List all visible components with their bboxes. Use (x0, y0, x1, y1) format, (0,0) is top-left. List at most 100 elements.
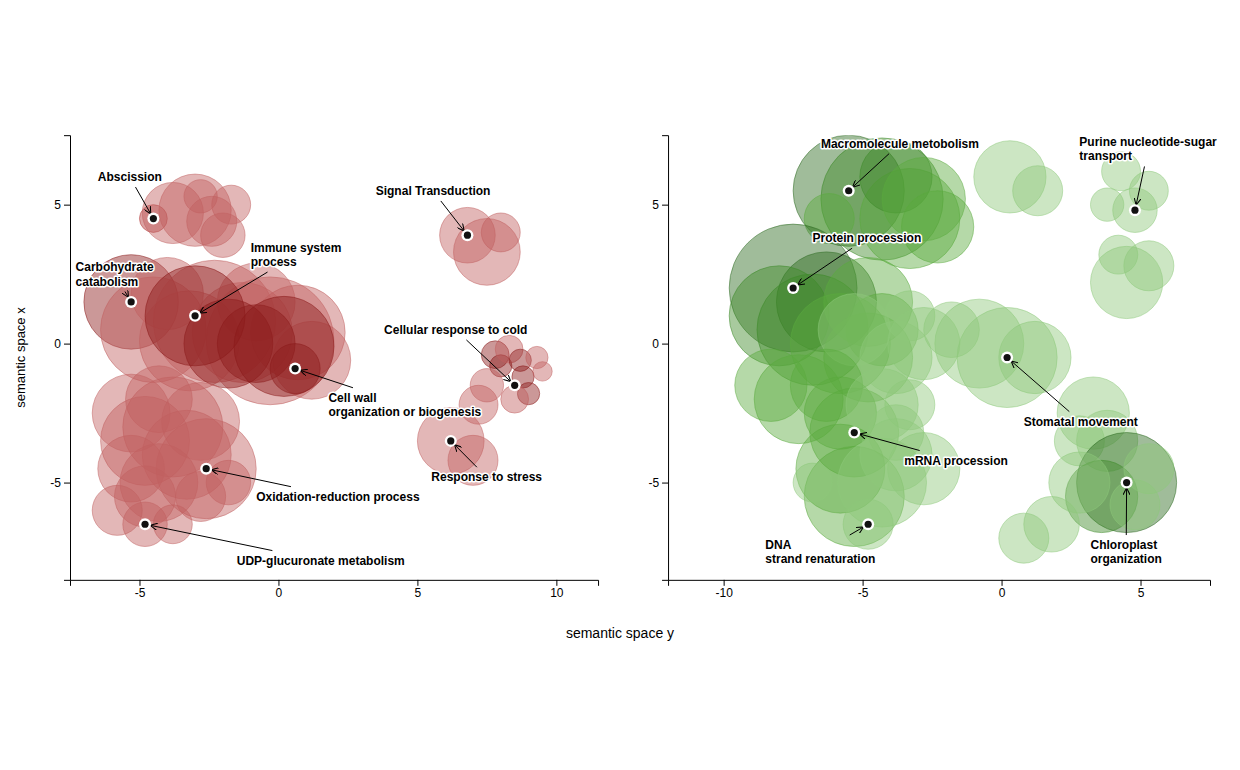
tick-mark (417, 580, 418, 586)
annotation-arrow (135, 187, 150, 213)
bubble (999, 321, 1071, 393)
point-ring (787, 282, 799, 294)
tick-mark (662, 483, 668, 484)
arrows (798, 154, 1144, 535)
point-ring (147, 213, 159, 225)
tick: 0 (652, 337, 668, 351)
axis-line (71, 580, 599, 586)
point (790, 284, 797, 291)
point-ring (445, 435, 457, 447)
points (787, 185, 1141, 531)
tick-label: 5 (54, 198, 61, 212)
point (1131, 207, 1138, 214)
point-ring (848, 427, 860, 439)
annotation-arrow (200, 272, 267, 313)
tick: -5 (648, 476, 668, 490)
tick-label: -5 (858, 586, 869, 600)
annotations: Macromolecule metobolismPurine nucleotid… (765, 135, 1217, 566)
point (141, 521, 148, 528)
tick-label: -10 (715, 586, 733, 600)
tick-mark (724, 580, 725, 586)
plot-area (729, 135, 1176, 563)
bubble (270, 344, 320, 394)
tick-label: -5 (135, 586, 146, 600)
bubble (793, 463, 832, 502)
bubble (1013, 166, 1063, 216)
panel: -10-505-505Macromolecule metobolismPurin… (648, 135, 1217, 600)
point (845, 187, 852, 194)
chart-canvas: -50510-505semantic space xAbscissionSign… (0, 0, 1240, 770)
annotations: AbscissionSignal TransductionImmune syst… (76, 170, 543, 568)
tick-mark (278, 580, 279, 586)
annotation-label: Cellular response to cold (384, 323, 527, 337)
bubble (153, 505, 192, 544)
point (128, 298, 135, 305)
annotation-label: UDP-glucuronate metabolism (237, 554, 405, 568)
axis-line (662, 136, 669, 581)
annotation-label: Immune systemprocess (251, 241, 342, 269)
tick-label: 0 (54, 337, 61, 351)
annotation-arrow (853, 154, 889, 187)
tick-label: 0 (652, 337, 659, 351)
axis-line (669, 580, 1211, 586)
annotation-arrow (1126, 489, 1127, 535)
point (464, 232, 471, 239)
bubble (533, 362, 552, 381)
tick: 5 (54, 198, 70, 212)
bubble (888, 433, 960, 505)
tick-mark (662, 344, 668, 345)
point-ring (1129, 204, 1141, 216)
labels: Macromolecule metobolismPurine nucleotid… (765, 135, 1217, 566)
tick-mark (64, 344, 70, 345)
point (191, 312, 198, 319)
point-ring (200, 463, 212, 475)
tick-label: 0 (276, 586, 283, 600)
tick: 0 (999, 580, 1006, 601)
annotation-label: Cell wallorganization or biogenesis (328, 391, 481, 419)
annotation-arrow (301, 371, 353, 388)
tick: 5 (415, 580, 422, 601)
bubble (206, 460, 250, 504)
tick-label: 0 (999, 586, 1006, 600)
tick-label: -5 (648, 476, 659, 490)
point-ring (139, 518, 151, 530)
annotation-arrow (125, 292, 128, 297)
tick-label: 5 (1138, 586, 1145, 600)
point-ring (1121, 477, 1133, 489)
tick: 0 (54, 337, 70, 351)
annotation-arrow (860, 434, 920, 450)
tick-mark (556, 580, 557, 586)
point (851, 429, 858, 436)
tick: 10 (550, 580, 564, 601)
annotation-arrow (466, 340, 510, 381)
point-ring (189, 310, 201, 322)
annotation-label: Abscission (98, 170, 162, 184)
arrows (125, 187, 510, 551)
annotation-label: Carbohydratecatabolism (76, 260, 154, 288)
annotation-label: Macromolecule metobolism (821, 137, 979, 151)
annotation-arrow (212, 470, 291, 487)
tick-mark (1002, 580, 1003, 586)
point-ring (1001, 352, 1013, 364)
point (292, 365, 299, 372)
point-ring (843, 185, 855, 197)
tick: 5 (1138, 580, 1145, 601)
tick-label: 10 (550, 586, 564, 600)
annotation-label: mRNA procession (904, 454, 1008, 468)
bubble (92, 485, 142, 535)
annotation-arrow (1136, 166, 1144, 204)
point-ring (289, 363, 301, 375)
annotation-label: Protein procession (813, 231, 922, 245)
panel: -50510-505semantic space xAbscissionSign… (13, 136, 599, 601)
tick: -5 (135, 580, 146, 601)
y-axis: -505 (648, 136, 668, 581)
annotation-arrow (850, 527, 863, 535)
point (203, 465, 210, 472)
tick-mark (64, 205, 70, 206)
tick: -5 (50, 476, 70, 490)
bubble (1090, 188, 1123, 221)
x-axis: -10 -5 0 5 (669, 580, 1211, 601)
annotation-label: Chloroplastorganization (1090, 538, 1161, 566)
tick: 0 (276, 580, 283, 601)
labels: AbscissionSignal TransductionImmune syst… (76, 170, 543, 568)
